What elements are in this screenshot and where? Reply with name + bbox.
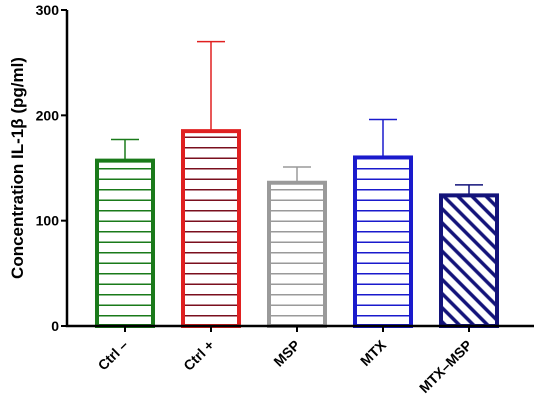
x-tick-label: MSP xyxy=(270,337,303,370)
x-tick-label: MTX xyxy=(357,336,390,369)
bar xyxy=(267,180,327,328)
x-tick-label: MTX–MSP xyxy=(416,337,475,396)
y-tick-label: 0 xyxy=(51,318,59,334)
bar xyxy=(181,129,241,328)
x-tick-label: Ctrl + xyxy=(180,337,217,374)
plot-area: 0 100 200 300 Ctrl – Ctrl + MSP MTX MTX–MSP Conce… xyxy=(8,2,534,396)
y-tick-label: 300 xyxy=(36,2,60,18)
y-axis-label: Concentration IL-1β (pg/ml) xyxy=(8,57,27,279)
bar xyxy=(353,155,413,328)
x-tick-label: Ctrl – xyxy=(94,337,131,374)
bar xyxy=(95,158,155,328)
bar xyxy=(439,193,499,328)
y-tick-label: 200 xyxy=(36,107,60,123)
y-tick-label: 100 xyxy=(36,213,60,229)
